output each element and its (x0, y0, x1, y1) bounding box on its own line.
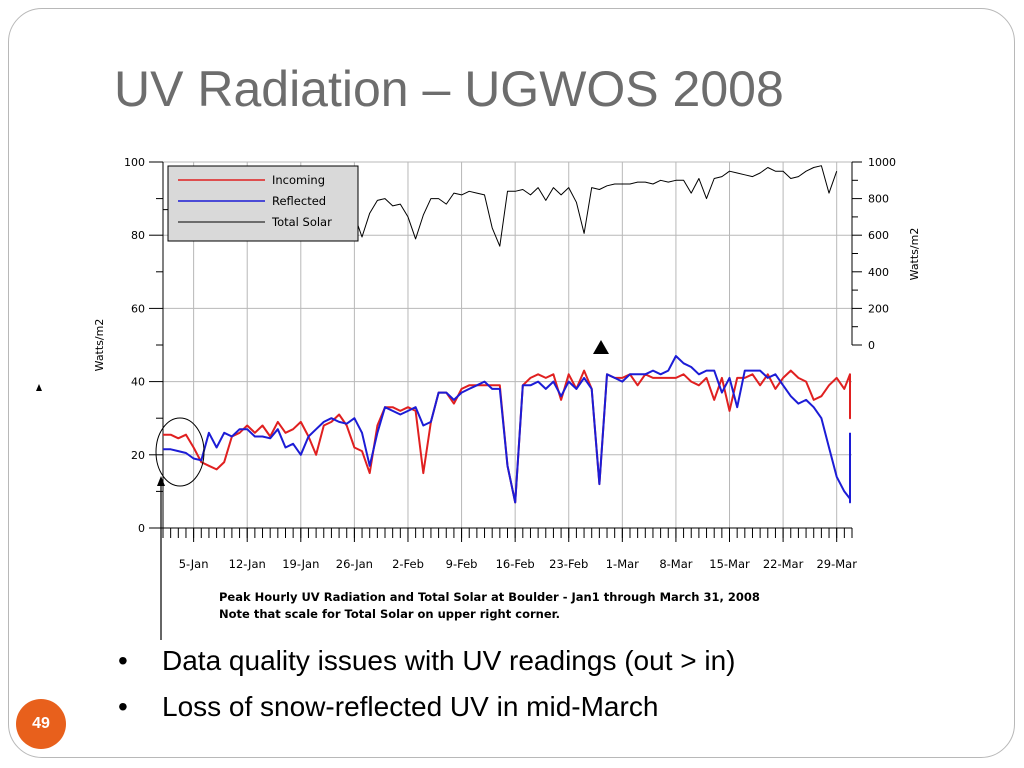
left-tick-label: 0 (138, 522, 145, 535)
chart-grid (163, 161, 852, 528)
highlight-circle (155, 417, 205, 487)
left-tick-label: 60 (131, 302, 145, 315)
x-tick-label: 15-Mar (709, 557, 750, 571)
x-tick-label: 22-Mar (763, 557, 804, 571)
x-tick-label: 2-Feb (392, 557, 424, 571)
chart-caption-line-1: Peak Hourly UV Radiation and Total Solar… (219, 590, 760, 604)
bullet-list: • Data quality issues with UV readings (o… (118, 638, 736, 730)
bullet-dot-icon: • (118, 691, 128, 722)
uv-radiation-chart: 0 20 40 60 80 100 Watts/m2 0 200 400 600 800 1000 Wat… (93, 156, 921, 640)
right-tick-label: 0 (868, 339, 875, 352)
bullet-item: • Data quality issues with UV readings (o… (118, 638, 736, 684)
chart-caption-line-2: Note that scale for Total Solar on upper… (219, 607, 561, 621)
bullet-item: • Loss of snow-reflected UV in mid-March (118, 684, 736, 730)
right-tick-label: 800 (868, 193, 889, 206)
bullet-text: Loss of snow-reflected UV in mid-March (162, 691, 659, 722)
chart-axes: 0 20 40 60 80 100 Watts/m2 0 200 400 600 800 1000 Wat… (93, 156, 921, 571)
left-tick-label: 20 (131, 449, 145, 462)
x-tick-label: 1-Mar (606, 557, 639, 571)
x-tick-label: 26-Jan (336, 557, 373, 571)
x-tick-label: 12-Jan (229, 557, 266, 571)
legend-label: Reflected (272, 194, 326, 208)
pointer-arrowhead-icon (157, 476, 165, 486)
x-tick-label: 19-Jan (282, 557, 319, 571)
right-tick-label: 200 (868, 302, 889, 315)
chart-legend: Incoming Reflected Total Solar (167, 165, 359, 242)
right-tick-label: 1000 (868, 156, 896, 169)
x-tick-label: 23-Feb (549, 557, 588, 571)
legend-label: Total Solar (271, 215, 332, 229)
x-tick-label: 8-Mar (659, 557, 692, 571)
left-tick-label: 40 (131, 376, 145, 389)
x-tick-label: 5-Jan (179, 557, 209, 571)
bullet-dot-icon: • (118, 645, 128, 676)
up-triangle-marker-icon (593, 340, 609, 354)
page-number-badge: 49 (16, 699, 66, 749)
slide-title: UV Radiation – UGWOS 2008 (114, 61, 784, 117)
legend-box (167, 165, 359, 242)
stray-triangle-icon (36, 384, 42, 391)
left-tick-label: 80 (131, 229, 145, 242)
x-tick-label: 9-Feb (446, 557, 478, 571)
left-tick-label: 100 (124, 156, 145, 169)
right-axis-title: Watts/m2 (908, 228, 921, 281)
right-tick-label: 600 (868, 229, 889, 242)
right-tick-label: 400 (868, 266, 889, 279)
chart-annotations (155, 340, 609, 640)
left-axis-title: Watts/m2 (93, 319, 106, 372)
x-tick-label: 16-Feb (496, 557, 535, 571)
bullet-text: Data quality issues with UV readings (ou… (162, 645, 736, 676)
x-tick-label: 29-Mar (816, 557, 857, 571)
legend-label: Incoming (272, 173, 325, 187)
series-line-reflected (163, 355, 851, 504)
